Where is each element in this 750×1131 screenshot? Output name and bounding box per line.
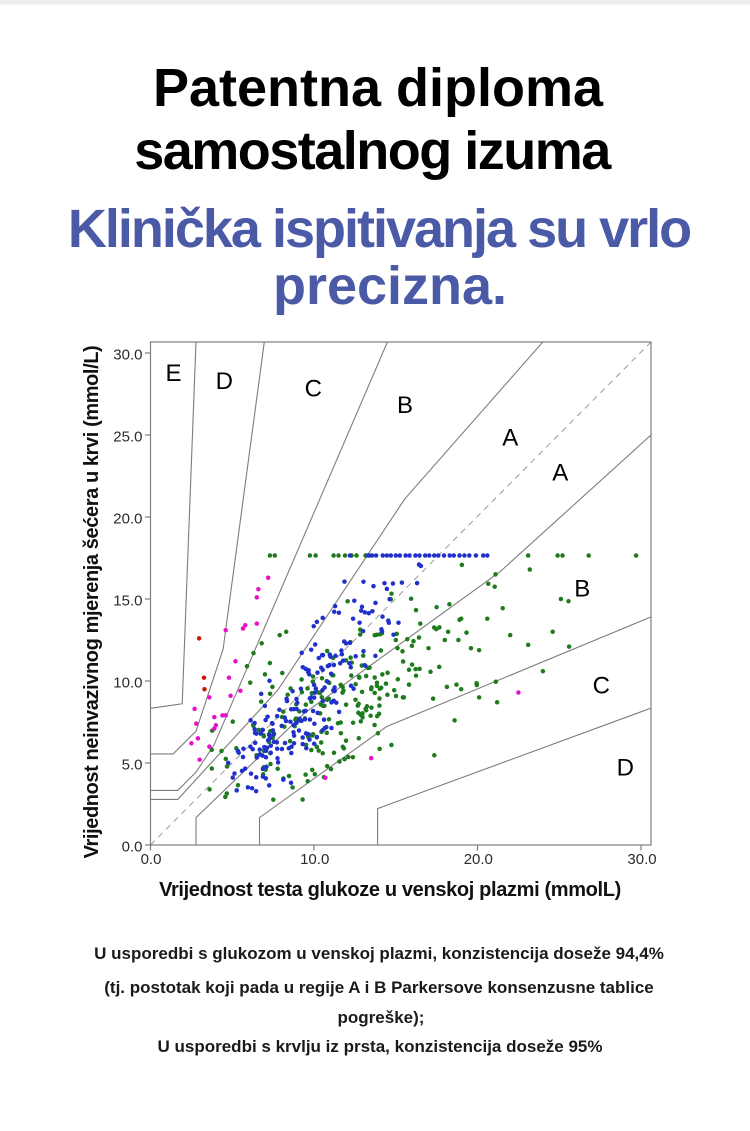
svg-text:20.0: 20.0 <box>113 511 142 528</box>
svg-text:10.0: 10.0 <box>113 675 142 692</box>
svg-text:Vrijednost testa glukoze u ven: Vrijednost testa glukoze u venskoj plazm… <box>159 879 621 901</box>
svg-text:D: D <box>216 368 233 395</box>
svg-text:25.0: 25.0 <box>113 429 142 446</box>
svg-text:10.0: 10.0 <box>300 851 329 868</box>
svg-text:B: B <box>397 392 413 419</box>
svg-text:0.0: 0.0 <box>122 839 143 856</box>
svg-text:0.0: 0.0 <box>141 851 162 868</box>
svg-text:30.0: 30.0 <box>627 851 656 868</box>
svg-text:30.0: 30.0 <box>113 347 142 364</box>
svg-text:15.0: 15.0 <box>113 593 142 610</box>
svg-text:D: D <box>617 755 634 782</box>
svg-text:A: A <box>502 425 518 452</box>
svg-text:A: A <box>552 460 568 487</box>
svg-text:C: C <box>593 673 610 700</box>
svg-text:C: C <box>305 376 322 403</box>
svg-text:E: E <box>165 360 181 387</box>
svg-text:B: B <box>574 576 590 603</box>
svg-text:20.0: 20.0 <box>464 851 493 868</box>
svg-text:5.0: 5.0 <box>122 757 143 774</box>
svg-text:Vrijednost neinvazivnog mjeren: Vrijednost neinvazivnog mjerenja šećera … <box>81 346 103 859</box>
